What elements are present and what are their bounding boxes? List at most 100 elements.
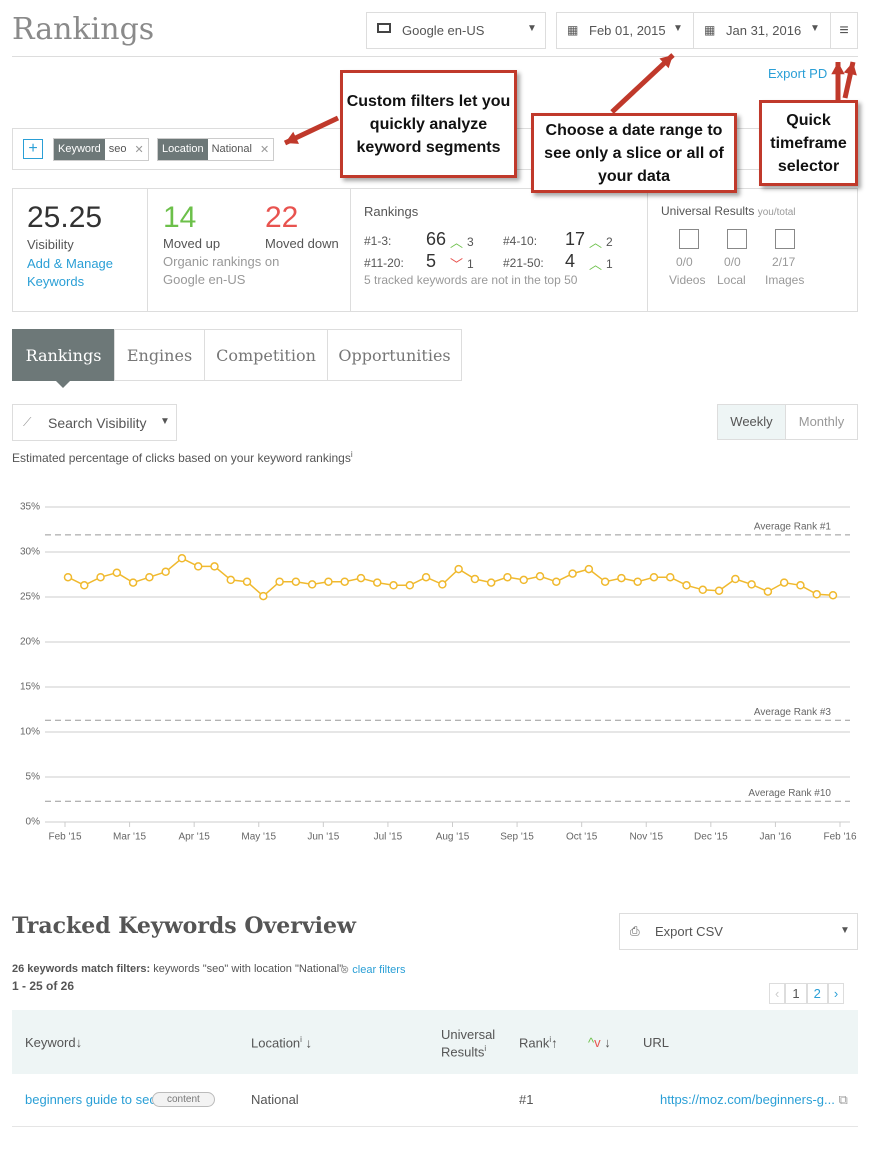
x-tick-label: Oct '15 — [566, 832, 598, 843]
change-value: 1 — [606, 257, 613, 271]
tab[interactable]: Engines — [114, 329, 205, 381]
caret: ▼ — [673, 23, 683, 34]
point — [259, 591, 268, 601]
remove[interactable]: ✕ — [259, 144, 270, 156]
callout-arrow — [610, 53, 675, 114]
export-pdf[interactable]: Export PD — [768, 66, 828, 81]
point — [438, 580, 447, 589]
tab[interactable]: Opportunities — [327, 329, 462, 381]
column-header[interactable]: URL — [643, 1035, 670, 1050]
y-tick-label: 35% — [20, 502, 40, 513]
period-active[interactable]: Weekly — [717, 404, 786, 440]
tab-pointer — [55, 380, 71, 388]
point — [307, 580, 317, 589]
y-tick-label: 30% — [20, 547, 40, 558]
range-label: #4-10: — [503, 234, 538, 248]
point — [665, 572, 675, 582]
point — [405, 581, 415, 590]
keyword-link[interactable]: beginners guide to seo — [25, 1092, 157, 1107]
point — [552, 577, 561, 586]
y-tick-label: 10% — [20, 727, 40, 738]
universal-label: Local — [717, 273, 746, 287]
universal-value: 0/0 — [676, 255, 693, 269]
point — [454, 564, 463, 574]
filter-chip[interactable]: Keyword seo ✕ — [53, 138, 149, 161]
rank: #1 — [519, 1092, 534, 1107]
clear-filters[interactable]: ⊗ clear filters — [340, 963, 405, 976]
page[interactable]: 2 — [806, 983, 828, 1004]
y-tick-label: 25% — [20, 592, 40, 603]
point — [177, 554, 187, 563]
next-page[interactable]: › — [827, 983, 845, 1004]
universal-value: 2/17 — [772, 255, 796, 269]
point — [470, 574, 480, 584]
universal-icon — [775, 229, 795, 249]
point — [535, 572, 545, 581]
point — [242, 577, 252, 586]
divider — [12, 56, 858, 57]
point — [584, 564, 594, 574]
column-label: Rank — [519, 1035, 550, 1051]
column-header[interactable]: Ranki↑ — [519, 1035, 558, 1051]
prev-page[interactable]: ‹ — [769, 983, 786, 1004]
reference-label: Average Rank #10 — [748, 788, 831, 799]
keyword-tag[interactable]: content — [152, 1092, 215, 1107]
point — [145, 572, 154, 582]
chart-icon: ⟋ — [23, 415, 32, 429]
point — [747, 580, 756, 589]
point — [486, 578, 496, 587]
rankings-note: 5 tracked keywords are not in the top 50 — [364, 273, 578, 287]
page[interactable]: 1 — [785, 983, 807, 1004]
export-csv-label: Export CSV — [655, 924, 723, 939]
add-filter[interactable]: + — [23, 139, 43, 159]
column-label: Universal Results — [441, 1027, 496, 1060]
period[interactable]: Monthly — [785, 404, 858, 440]
point — [291, 577, 301, 586]
point — [828, 590, 838, 600]
remove[interactable]: ✕ — [134, 144, 144, 156]
column-header[interactable]: Universal Resultsi — [441, 1027, 496, 1060]
point — [600, 577, 610, 586]
caret: ▼ — [160, 416, 170, 427]
y-tick-label: 20% — [20, 637, 40, 648]
manage-keywords-link[interactable]: Add & Manage Keywords — [27, 256, 114, 289]
point — [193, 562, 203, 571]
column-header[interactable]: Keyword↓ — [25, 1035, 83, 1050]
url-link[interactable]: https://moz.com/beginners-g... ⧉ — [660, 1092, 848, 1108]
universal-label: Images — [765, 273, 805, 287]
table-row: beginners guide to seo content National … — [12, 1074, 858, 1127]
reference-label: Average Rank #3 — [754, 707, 832, 718]
start-date[interactable]: ▦ Feb 01, 2015 ▼ — [556, 12, 694, 49]
metric-select[interactable]: ⟋ Search Visibility ▼ — [12, 404, 177, 441]
location: National — [251, 1092, 299, 1107]
line — [67, 557, 834, 598]
column-header[interactable]: ^v ↓ — [588, 1035, 611, 1050]
filter-chip[interactable]: Location National ✕ — [157, 138, 275, 161]
point — [373, 578, 382, 587]
change-value: 3 — [467, 235, 474, 249]
column-header[interactable]: Locationi ↓ — [251, 1035, 313, 1051]
range-count: 66 — [426, 229, 447, 249]
callout: Custom filters let you quickly analyze k… — [340, 70, 517, 178]
visibility-value: 25.25 — [27, 201, 103, 234]
result-range: 1 - 25 of 26 — [12, 979, 75, 993]
tab-active[interactable]: Rankings — [12, 329, 115, 381]
x-tick-label: Feb '15 — [48, 832, 81, 843]
point — [682, 581, 691, 590]
metric-label: Search Visibility — [48, 415, 147, 431]
timeframe-menu[interactable]: ≡ — [830, 12, 858, 49]
point — [503, 572, 512, 582]
copy-icon: ⧉ — [838, 1092, 848, 1107]
start-date-label: Feb 01, 2015 — [589, 23, 666, 38]
export-csv[interactable]: ⎙ Export CSV ▼ — [619, 913, 858, 950]
match-count: 26 keywords match filters: — [12, 963, 151, 975]
point — [714, 586, 724, 595]
x-tick-label: Aug '15 — [436, 832, 470, 843]
page-title: Rankings — [12, 12, 155, 47]
tab[interactable]: Competition — [204, 329, 328, 381]
callout-arrow — [842, 61, 856, 99]
point — [812, 590, 821, 599]
end-date[interactable]: ▦ Jan 31, 2016 ▼ — [693, 12, 831, 49]
engine-select[interactable]: Google en-US ▼ — [366, 12, 546, 49]
